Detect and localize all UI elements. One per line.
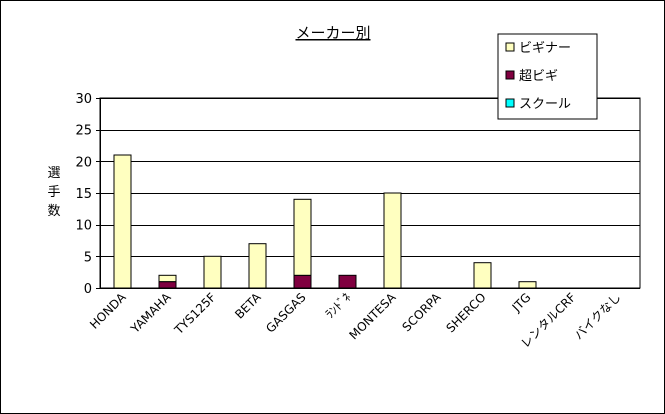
axes [100, 98, 640, 289]
x-tick-label: GASGAS [263, 290, 308, 335]
legend-label: 超ビギ [519, 69, 558, 84]
y-axis-label-char: 数 [47, 204, 60, 219]
x-tick-label: TYS125F [171, 290, 219, 338]
bar-segment [293, 274, 312, 289]
x-tick-label: バイクなし [571, 290, 623, 342]
y-axis-label-char: 手 [47, 185, 60, 200]
x-tick-label: SHERCO [444, 290, 489, 335]
x-tick-label: HONDA [87, 290, 129, 332]
bars [113, 154, 537, 289]
x-tick-label: MONTESA [346, 290, 399, 343]
legend-swatch [505, 70, 515, 80]
bar-segment [158, 274, 177, 283]
x-tick-label: SCORPA [399, 290, 444, 335]
legend-swatch [505, 98, 515, 108]
bar-segment [113, 154, 132, 289]
bar-segment [338, 274, 357, 289]
legend-label: ビギナー [519, 41, 571, 56]
y-tick-label: 30 [75, 92, 92, 107]
y-tick-label: 0 [84, 282, 92, 297]
bar-segment [473, 262, 492, 289]
bar-segment [293, 198, 312, 276]
y-tick-label: 25 [75, 124, 92, 139]
bar-segment [158, 281, 177, 289]
legend-label: スクール [519, 97, 571, 112]
bar-segment [203, 255, 222, 289]
bar-segment [383, 192, 402, 289]
y-tick-label: 10 [75, 219, 92, 234]
legend-swatch [505, 42, 515, 52]
bar-segment [248, 243, 267, 289]
y-tick-label: 20 [75, 155, 92, 170]
bar-segment [518, 281, 537, 289]
x-tick-label: ﾗﾝﾄﾞﾈ [322, 290, 353, 321]
y-tick-label: 15 [75, 187, 92, 202]
x-tick-label: JTG [509, 290, 534, 315]
x-tick-label: BETA [232, 290, 264, 322]
y-axis-label: 選手数 [47, 166, 60, 219]
y-tick-labels: 0 5 10 15 20 25 30 [75, 92, 100, 297]
x-tick-label: YAMAHA [127, 290, 174, 337]
y-axis-label-char: 選 [47, 166, 60, 181]
y-tick-label: 5 [84, 250, 92, 265]
chart-title: メーカー別 [295, 24, 370, 42]
